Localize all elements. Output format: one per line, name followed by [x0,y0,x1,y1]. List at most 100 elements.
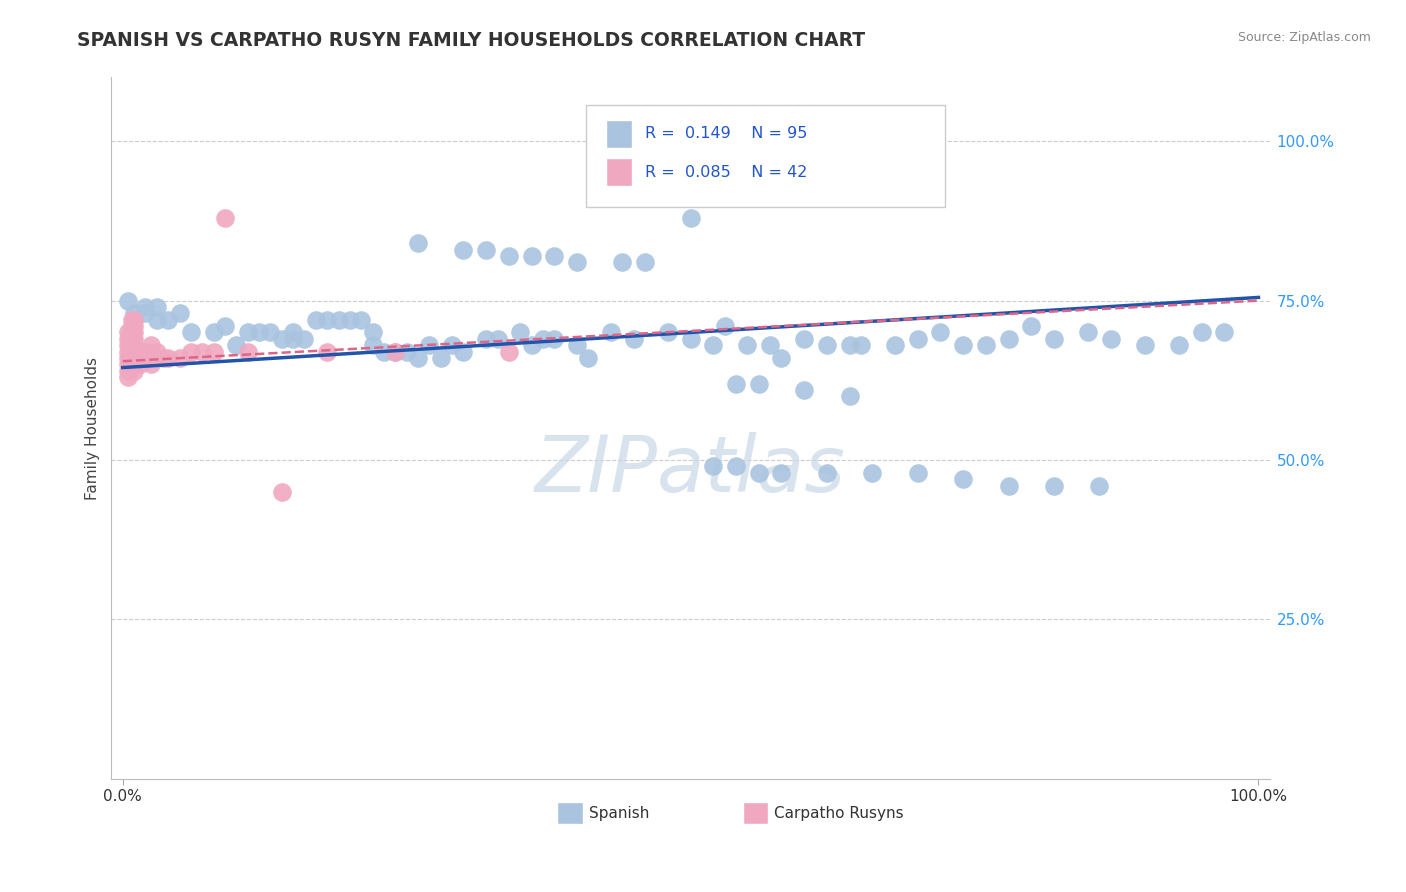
Point [1043,332,1066,346]
Point [1168,338,1191,352]
Point [121,357,143,371]
Point [146,344,169,359]
Point [121,319,143,334]
Point [157,312,180,326]
FancyBboxPatch shape [606,120,631,147]
Point [543,249,565,263]
Point [612,255,634,269]
Point [1021,319,1043,334]
Point [117,332,139,346]
Point [134,351,156,365]
Point [657,326,679,340]
Point [713,319,735,334]
Point [623,332,645,346]
Point [1088,478,1111,492]
Point [395,344,418,359]
Point [316,344,339,359]
Text: ZIPatlas: ZIPatlas [536,433,846,508]
Point [884,338,907,352]
Point [997,478,1019,492]
Point [509,326,531,340]
Point [117,344,139,359]
Point [565,255,588,269]
Point [134,344,156,359]
Point [122,306,145,320]
FancyBboxPatch shape [606,158,631,186]
Point [361,338,384,352]
Point [281,326,304,340]
Point [121,332,143,346]
FancyBboxPatch shape [586,105,945,207]
Point [724,376,747,391]
Point [214,319,236,334]
Text: Carpatho Rusyns: Carpatho Rusyns [775,805,904,821]
Point [146,312,169,326]
Point [122,364,145,378]
Point [180,326,202,340]
Text: R =  0.085    N = 42: R = 0.085 N = 42 [645,165,808,179]
Point [815,338,838,352]
Point [441,338,464,352]
Point [117,357,139,371]
Point [225,338,247,352]
Point [576,351,599,365]
Point [531,332,554,346]
Point [236,344,259,359]
Text: Spanish: Spanish [589,805,650,821]
Point [702,459,724,474]
Text: Source: ZipAtlas.com: Source: ZipAtlas.com [1237,31,1371,45]
Point [520,249,543,263]
Point [281,332,304,346]
Point [122,338,145,352]
Point [770,351,793,365]
Point [748,466,770,480]
Point [702,338,724,352]
Point [724,459,747,474]
Point [1043,478,1066,492]
Point [373,344,395,359]
Point [350,312,373,326]
Point [117,293,139,308]
Point [384,344,406,359]
Point [294,332,316,346]
Point [737,338,759,352]
Point [634,255,657,269]
Point [259,326,281,340]
Point [169,351,191,365]
Point [748,376,770,391]
Point [122,326,145,340]
Point [121,344,143,359]
Point [520,338,543,352]
Point [121,338,143,352]
Point [202,344,225,359]
Point [600,326,623,340]
Point [316,312,339,326]
Point [486,332,509,346]
Point [236,326,259,340]
Point [759,338,782,352]
Point [475,332,498,346]
Point [191,344,214,359]
Point [117,351,139,365]
Point [952,338,974,352]
Point [122,312,145,326]
Point [152,351,174,365]
Point [134,306,156,320]
Point [793,332,815,346]
Point [146,300,169,314]
Point [270,332,292,346]
Point [117,338,139,352]
Point [180,344,202,359]
Point [793,383,815,397]
Point [406,236,429,251]
Point [169,306,191,320]
Text: R =  0.149    N = 95: R = 0.149 N = 95 [645,126,808,141]
Point [328,312,350,326]
Point [121,326,143,340]
Point [849,338,872,352]
Point [121,312,143,326]
Point [157,351,180,365]
Point [1099,332,1122,346]
Point [384,344,406,359]
Point [679,332,702,346]
